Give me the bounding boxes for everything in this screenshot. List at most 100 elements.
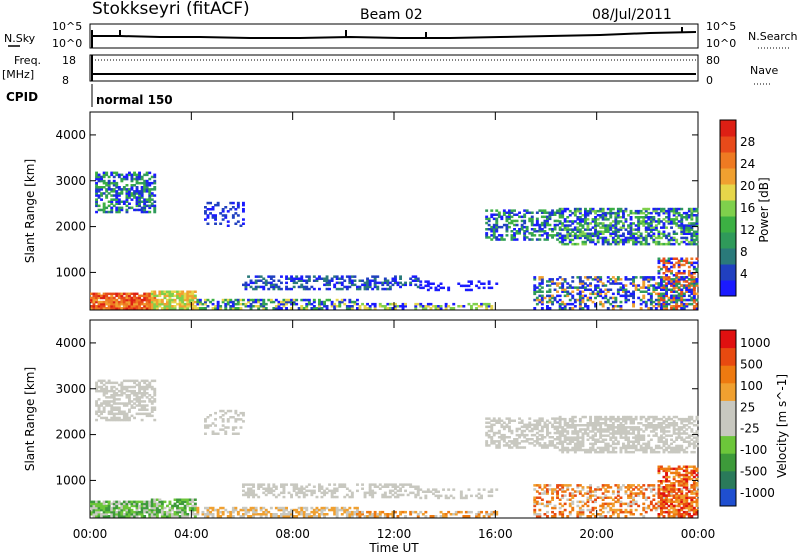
echo-cell (563, 238, 567, 242)
echo-cell (685, 419, 689, 423)
echo-cell (680, 228, 684, 231)
echo-cell (424, 284, 428, 288)
echo-cell (649, 446, 653, 450)
echo-cell (692, 305, 696, 308)
echo-cell (272, 307, 276, 310)
echo-cell (690, 442, 694, 446)
echo-cell (485, 228, 489, 231)
echo-cell (439, 515, 443, 518)
echo-cell (589, 488, 592, 491)
echo-cell (594, 302, 597, 306)
echo-cell (128, 296, 131, 300)
echo-cell (188, 302, 192, 306)
echo-cell (282, 495, 286, 499)
echo-cell (606, 240, 610, 244)
echo-cell (533, 290, 537, 293)
echo-cell (690, 261, 694, 265)
echo-cell (584, 294, 587, 298)
echo-cell (596, 450, 600, 454)
echo-cell (662, 207, 666, 211)
echo-cell (682, 236, 686, 240)
echo-cell (523, 425, 527, 429)
echo-cell (181, 296, 185, 300)
echo-cell (568, 292, 572, 296)
echo-cell (601, 232, 605, 235)
echo-cell (695, 236, 699, 240)
echo-cell (201, 307, 205, 310)
echo-cell (502, 209, 506, 212)
echo-cell (695, 267, 699, 271)
echo-cell (632, 442, 635, 446)
echo-cell (221, 210, 225, 213)
echo-cell (609, 515, 613, 518)
echo-cell (386, 307, 390, 310)
echo-cell (667, 234, 671, 238)
echo-cell (546, 232, 549, 235)
echo-cell (193, 305, 197, 308)
echo-cell (419, 280, 423, 283)
echo-cell (467, 510, 471, 514)
echo-cell (138, 294, 141, 298)
echo-cell (627, 510, 630, 514)
echo-cell (561, 214, 565, 217)
echo-cell (611, 226, 615, 229)
echo-cell (642, 515, 646, 518)
echo-cell (614, 417, 618, 421)
echo-cell (138, 196, 141, 199)
echo-cell (599, 428, 603, 431)
echo-cell (538, 278, 542, 281)
echo-cell (634, 288, 638, 291)
echo-cell (290, 302, 293, 306)
echo-cell (606, 280, 610, 283)
echo-cell (323, 489, 326, 493)
echo-cell (540, 290, 544, 293)
echo-cell (675, 240, 679, 244)
echo-cell (310, 307, 314, 310)
echo-cell (107, 412, 111, 416)
echo-cell (594, 494, 597, 497)
echo-cell (302, 506, 306, 510)
echo-cell (677, 305, 681, 308)
echo-cell (672, 300, 676, 304)
echo-cell (95, 192, 98, 195)
echo-cell (148, 190, 152, 193)
echo-cell (584, 428, 587, 431)
echo-cell (117, 294, 121, 298)
echo-cell (584, 424, 587, 427)
echo-cell (601, 504, 605, 508)
echo-cell (634, 486, 638, 489)
echo-cell (166, 294, 169, 298)
echo-cell (100, 412, 103, 416)
echo-cell (485, 215, 489, 219)
echo-cell (558, 211, 562, 215)
echo-cell (117, 418, 121, 422)
echo-cell (553, 513, 557, 516)
echo-cell (665, 448, 668, 452)
echo-cell (634, 494, 638, 497)
echo-cell (601, 214, 605, 217)
echo-cell (338, 508, 342, 512)
echo-cell (619, 216, 623, 219)
echo-cell (386, 495, 390, 499)
nsky-tick-bottom: 10^0 (52, 37, 82, 50)
echo-cell (573, 446, 577, 450)
echo-cell (206, 298, 210, 302)
echo-cell (399, 483, 402, 486)
echo-cell (586, 500, 590, 504)
echo-cell (546, 219, 549, 223)
echo-cell (490, 215, 494, 219)
echo-cell (257, 307, 261, 310)
echo-cell (637, 426, 641, 429)
echo-cell (657, 230, 661, 233)
echo-cell (292, 279, 296, 282)
echo-cell (125, 200, 129, 203)
echo-cell (675, 282, 679, 285)
echo-cell (520, 446, 524, 449)
echo-cell (604, 228, 608, 231)
echo-cell (485, 513, 489, 516)
echo-cell (128, 410, 131, 413)
echo-cell (556, 436, 559, 439)
echo-cell (594, 490, 597, 493)
echo-cell (110, 396, 114, 399)
echo-cell (105, 506, 109, 510)
